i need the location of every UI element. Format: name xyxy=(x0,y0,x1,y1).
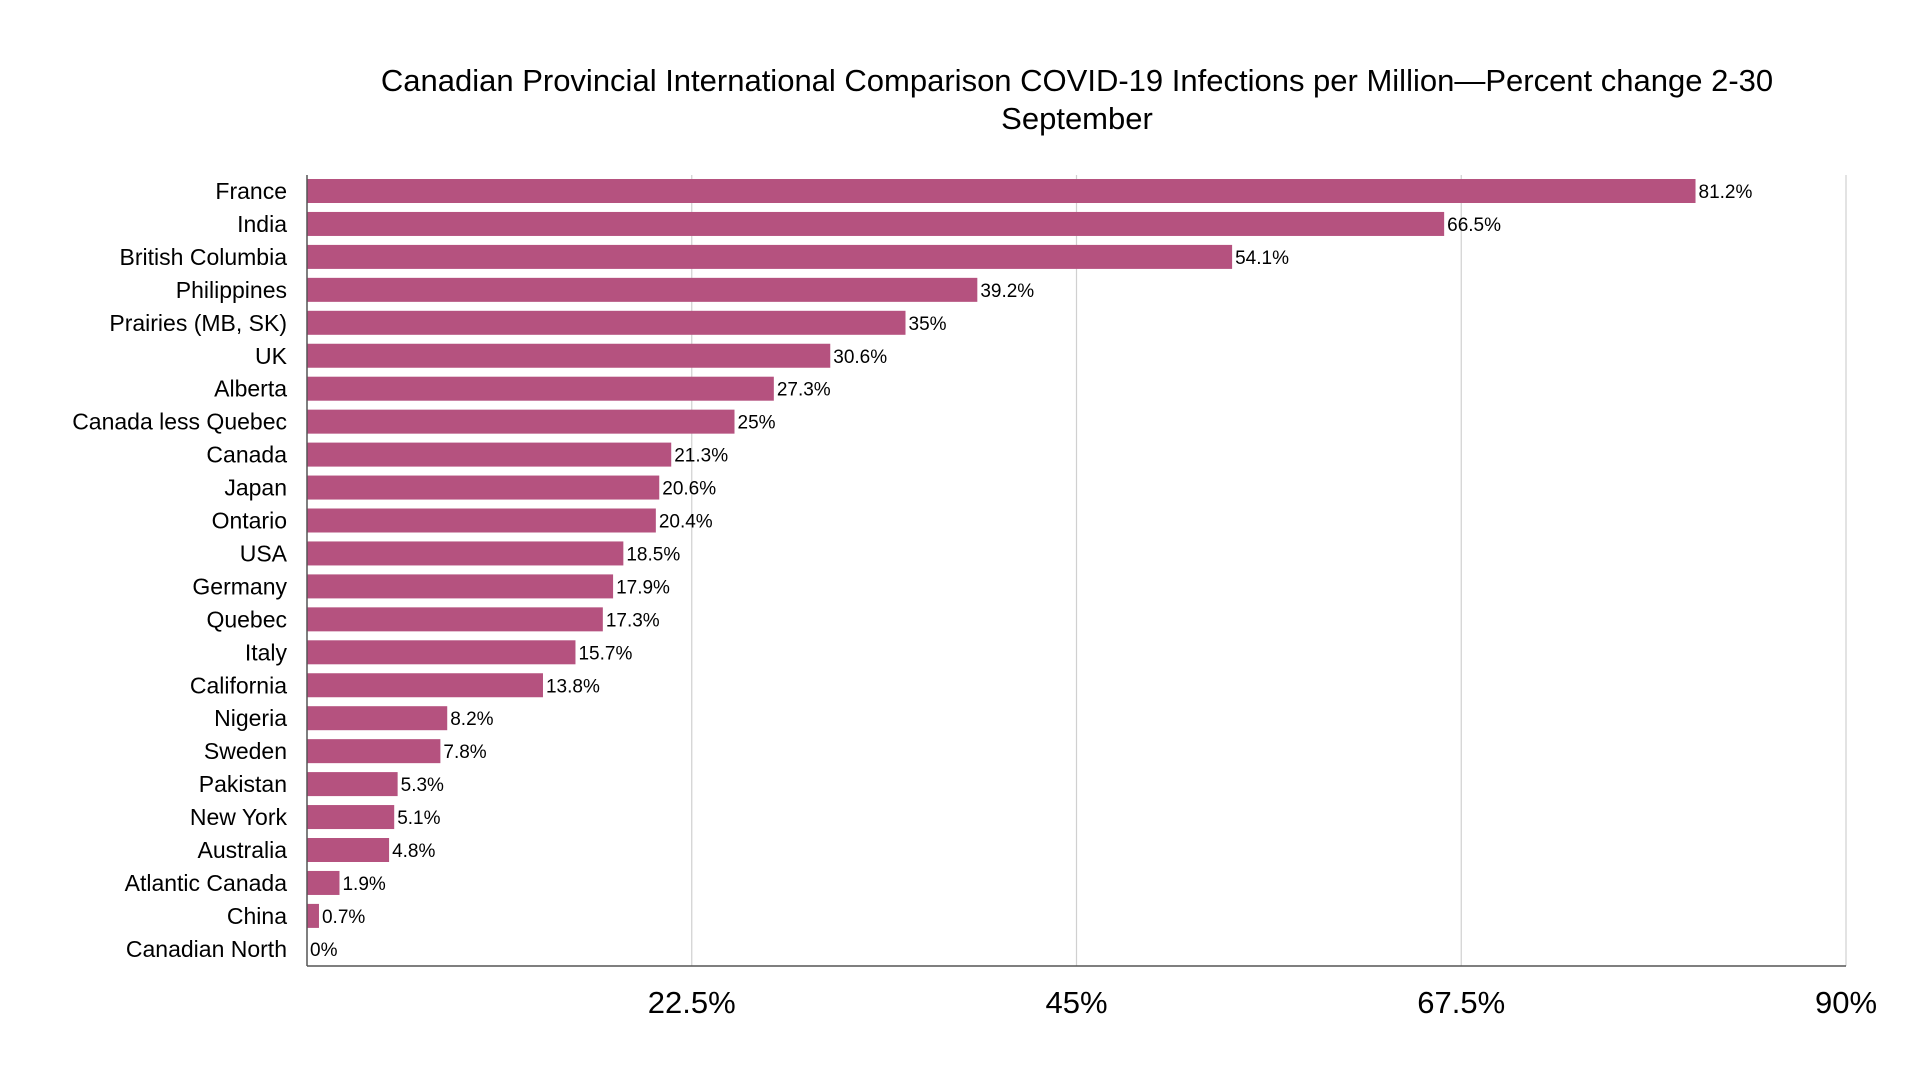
x-tick-label: 45% xyxy=(1045,985,1107,1020)
data-label: 54.1% xyxy=(1235,248,1289,269)
data-label: 27.3% xyxy=(777,380,831,401)
x-tick-label: 90% xyxy=(1815,985,1877,1020)
bar xyxy=(307,409,735,434)
category-label: Australia xyxy=(198,837,288,863)
data-label: 5.1% xyxy=(397,808,440,829)
category-label: Nigeria xyxy=(214,705,287,731)
data-label: 4.8% xyxy=(392,841,435,862)
chart-title-line-2: September xyxy=(1001,101,1153,136)
data-label: 8.2% xyxy=(450,709,493,730)
bar xyxy=(307,179,1696,203)
data-label: 1.9% xyxy=(342,874,385,895)
chart-title-line-1: Canadian Provincial International Compar… xyxy=(381,63,1773,98)
data-label: 18.5% xyxy=(626,544,680,565)
bars xyxy=(307,179,1696,928)
data-label: 81.2% xyxy=(1699,182,1753,203)
category-label: France xyxy=(215,178,287,204)
data-label: 25% xyxy=(738,413,776,434)
data-label: 5.3% xyxy=(401,775,444,796)
category-label: New York xyxy=(190,804,288,830)
bar xyxy=(307,673,543,698)
data-label: 17.9% xyxy=(616,577,670,598)
bar xyxy=(307,508,656,533)
data-label: 21.3% xyxy=(674,446,728,467)
bar xyxy=(307,211,1445,236)
data-label: 39.2% xyxy=(980,281,1034,302)
data-label: 30.6% xyxy=(833,347,887,368)
category-label: Sweden xyxy=(204,738,287,764)
data-label: 15.7% xyxy=(578,643,632,664)
category-label: India xyxy=(237,211,287,237)
bar xyxy=(307,343,831,368)
category-label: Pakistan xyxy=(199,771,287,797)
bar xyxy=(307,310,906,335)
gridlines xyxy=(691,175,1847,966)
category-label: Germany xyxy=(192,573,287,599)
data-label: 7.8% xyxy=(443,742,486,763)
category-label: Italy xyxy=(245,639,288,665)
category-label: Quebec xyxy=(206,606,287,632)
bar xyxy=(307,739,441,764)
data-label: 0% xyxy=(310,940,338,961)
category-label: Japan xyxy=(224,475,287,501)
bar xyxy=(307,574,614,599)
data-label: 20.4% xyxy=(659,512,713,533)
data-label: 35% xyxy=(909,314,947,335)
x-ticks: 22.5% 45% 67.5% 90% xyxy=(648,985,1877,1020)
category-label: British Columbia xyxy=(120,244,288,270)
data-label: 0.7% xyxy=(322,907,365,928)
bar xyxy=(307,475,660,500)
category-label: Alberta xyxy=(214,376,287,402)
category-label: Philippines xyxy=(176,277,287,303)
category-label: Atlantic Canada xyxy=(125,870,288,896)
bar xyxy=(307,772,398,797)
bar xyxy=(307,376,774,401)
bar xyxy=(307,277,978,302)
bar xyxy=(307,640,576,665)
category-label: Ontario xyxy=(212,508,287,534)
category-label: Canadian North xyxy=(126,936,287,962)
category-label: USA xyxy=(240,540,288,566)
bar xyxy=(307,541,624,566)
data-label: 66.5% xyxy=(1447,215,1501,236)
category-label: Canada less Quebec xyxy=(72,409,287,435)
axes xyxy=(306,175,1846,967)
category-label: California xyxy=(190,672,287,698)
bar xyxy=(307,805,395,830)
bar xyxy=(307,838,390,862)
category-label: Prairies (MB, SK) xyxy=(109,310,287,336)
labels: France 81.2% India 66.5% British Columbia 54.… xyxy=(72,178,1752,962)
data-label: 13.8% xyxy=(546,676,600,697)
data-label: 17.3% xyxy=(606,610,660,631)
bar xyxy=(307,607,603,632)
category-label: UK xyxy=(255,343,288,369)
bar xyxy=(307,244,1233,269)
category-label: China xyxy=(227,903,287,929)
data-label: 20.6% xyxy=(662,479,716,500)
bar xyxy=(307,706,448,731)
x-tick-label: 67.5% xyxy=(1417,985,1505,1020)
x-tick-label: 22.5% xyxy=(648,985,736,1020)
category-label: Canada xyxy=(206,442,287,468)
bar xyxy=(307,442,672,467)
bar xyxy=(307,903,319,928)
bar xyxy=(307,870,340,895)
